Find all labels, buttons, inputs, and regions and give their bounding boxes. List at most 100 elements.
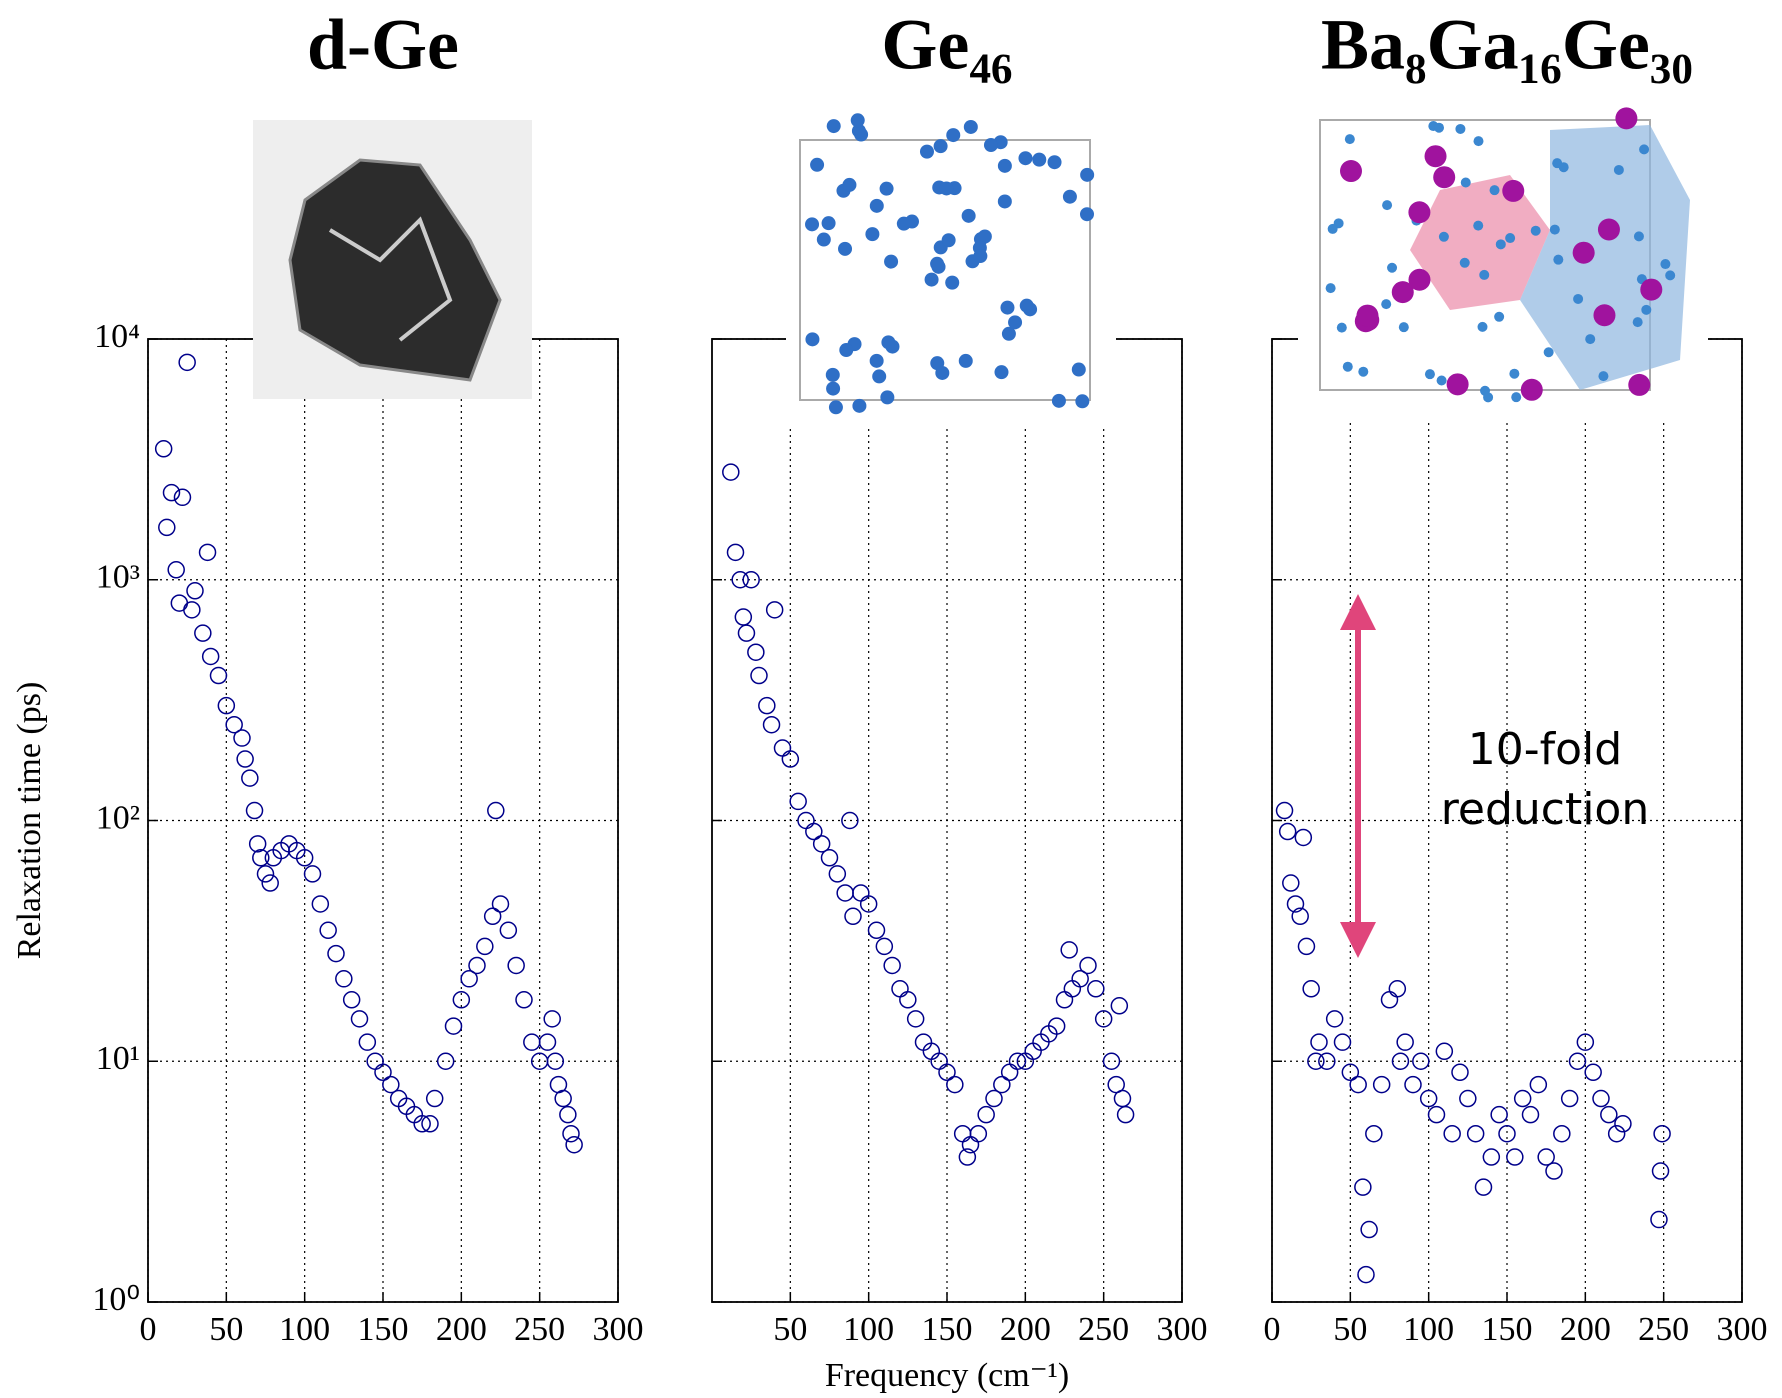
point xyxy=(487,801,505,820)
atom xyxy=(961,208,976,223)
point xyxy=(413,1115,431,1133)
atom xyxy=(872,369,887,384)
cell-box xyxy=(799,139,1091,401)
point xyxy=(350,1010,369,1028)
point xyxy=(867,921,886,940)
point xyxy=(1545,1162,1563,1180)
point xyxy=(1614,1115,1632,1133)
atom xyxy=(983,138,998,153)
point xyxy=(891,980,909,998)
point xyxy=(789,792,807,811)
point xyxy=(1071,970,1089,988)
chart-title: Ge₄₆ xyxy=(881,5,1012,85)
atom xyxy=(997,158,1012,173)
atom xyxy=(1479,269,1490,280)
point xyxy=(1396,1033,1414,1051)
atom xyxy=(1641,304,1652,315)
point xyxy=(828,865,847,883)
atom xyxy=(1633,231,1644,242)
x-tick-label: 200 xyxy=(436,1311,487,1348)
point xyxy=(985,1089,1003,1108)
point xyxy=(1474,1178,1493,1196)
atom xyxy=(1387,262,1398,273)
point xyxy=(747,643,765,661)
point xyxy=(1357,1265,1375,1284)
point xyxy=(1354,1178,1372,1196)
atom xyxy=(924,272,939,287)
point xyxy=(241,769,259,787)
point xyxy=(1079,956,1097,975)
point xyxy=(1451,1063,1469,1082)
point xyxy=(421,1115,439,1133)
atom xyxy=(1434,122,1445,133)
atom xyxy=(919,144,934,159)
point xyxy=(236,750,254,768)
point xyxy=(734,608,753,626)
point xyxy=(1286,895,1305,913)
atom xyxy=(1549,224,1560,235)
atom xyxy=(842,177,857,192)
point xyxy=(841,811,859,830)
x-tick-label: 200 xyxy=(1560,1311,1611,1348)
x-tick-label: 100 xyxy=(279,1311,330,1348)
atom xyxy=(865,227,880,242)
atom xyxy=(1495,239,1506,250)
point xyxy=(1482,1148,1501,1166)
point xyxy=(946,1075,964,1094)
point xyxy=(1391,1052,1410,1070)
point xyxy=(899,991,917,1009)
point xyxy=(538,1033,557,1051)
x-tick-label: 300 xyxy=(1157,1311,1208,1348)
point xyxy=(1427,1105,1446,1124)
atom xyxy=(1001,326,1016,341)
atom xyxy=(869,198,884,213)
atom xyxy=(852,398,867,413)
atom xyxy=(1530,225,1541,236)
atom xyxy=(958,353,973,368)
atom xyxy=(826,119,841,134)
x-tick-label: 0 xyxy=(1264,1311,1281,1348)
y-tick-label: 10³ xyxy=(96,559,140,596)
atom xyxy=(805,217,820,232)
atom xyxy=(881,335,896,350)
point xyxy=(1113,1089,1132,1108)
atom xyxy=(1051,393,1066,408)
point xyxy=(1521,1105,1540,1124)
atom xyxy=(1477,321,1488,332)
point xyxy=(170,594,189,612)
point xyxy=(1576,1033,1595,1051)
annotation: 10-fold reduction xyxy=(1440,724,1650,835)
atom xyxy=(1438,231,1449,242)
point xyxy=(906,1010,925,1028)
point xyxy=(436,1052,455,1070)
point xyxy=(1310,1033,1328,1051)
atom xyxy=(850,113,865,128)
point xyxy=(335,970,353,988)
x-tick-label: 50 xyxy=(1333,1311,1367,1348)
atom xyxy=(1509,368,1520,379)
atom xyxy=(997,194,1012,209)
point xyxy=(311,895,330,913)
atom xyxy=(1573,293,1584,304)
x-axis-label: Frequency (cm⁻¹) xyxy=(825,1357,1069,1394)
point xyxy=(460,970,478,988)
point xyxy=(483,907,502,926)
atom xyxy=(1080,167,1095,182)
atom-ba xyxy=(1502,179,1525,202)
atom xyxy=(1336,322,1347,333)
atom xyxy=(1436,375,1447,386)
atom-ba xyxy=(1615,107,1638,130)
point xyxy=(374,1063,392,1082)
point xyxy=(1592,1089,1610,1108)
atom xyxy=(1543,347,1554,358)
atom xyxy=(941,233,956,248)
point xyxy=(1513,1089,1532,1108)
atom xyxy=(1553,254,1564,265)
point xyxy=(444,1017,463,1035)
point xyxy=(1459,1089,1477,1108)
x-tick-label: 250 xyxy=(514,1311,565,1348)
point xyxy=(554,1089,572,1108)
atom xyxy=(1062,189,1077,204)
atom xyxy=(963,119,978,134)
